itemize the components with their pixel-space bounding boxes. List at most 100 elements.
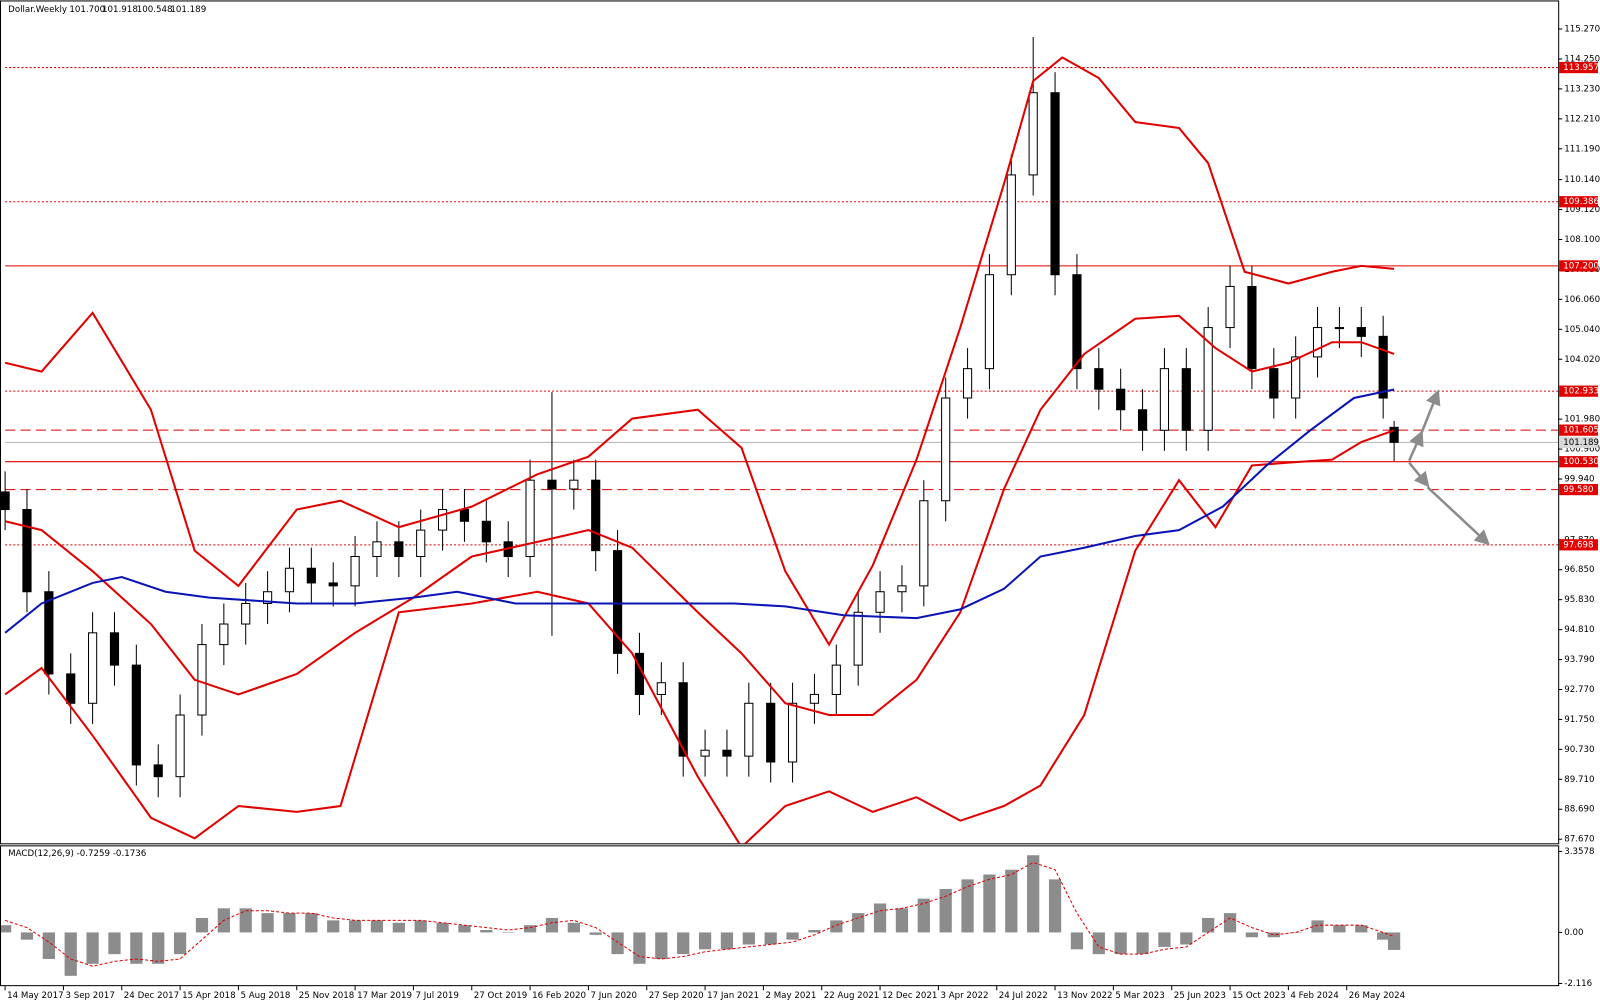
level-tag [1559, 61, 1598, 74]
macd-bar [1267, 932, 1280, 938]
x-tick-label: 12 Dec 2021 [882, 991, 937, 1001]
macd-bar [720, 932, 734, 950]
macd-bar [545, 917, 559, 933]
level-tag [1559, 539, 1598, 551]
x-tick-label: 4 Feb 2024 [1290, 991, 1339, 1001]
candle-body [1334, 327, 1345, 330]
arrow-up [1408, 430, 1424, 462]
y-tick-label: 112.210 [1564, 114, 1600, 124]
y-tick-label: 96.850 [1564, 565, 1594, 575]
macd-bar [108, 932, 121, 955]
candle-body [984, 274, 995, 370]
candle-body [109, 632, 120, 666]
macd-bar [173, 932, 187, 955]
candle-body [372, 541, 382, 558]
macd-bar [42, 932, 55, 959]
x-tick-label: 14 May 2017 [7, 991, 63, 1001]
main-panel [0, 0, 1560, 845]
macd-bar [348, 920, 362, 933]
macd-bar [1355, 925, 1368, 933]
macd-bar [895, 908, 909, 933]
level-tag [1559, 483, 1598, 496]
candle-body [306, 567, 316, 584]
candle-body [656, 682, 666, 695]
candle-body [416, 529, 426, 558]
candle-body [459, 509, 470, 522]
y-tick-label: 115.270 [1564, 25, 1600, 35]
macd-bar [567, 922, 580, 933]
overlay-line [4, 56, 1395, 647]
candle-body [22, 509, 32, 593]
x-tick-label: 17 Mar 2019 [357, 991, 412, 1001]
macd-bar [1092, 932, 1105, 955]
candle-body [1389, 426, 1399, 443]
x-tick-label: 15 Apr 2018 [182, 991, 236, 1001]
candle-body [766, 702, 776, 763]
candle-body [1269, 368, 1279, 399]
x-tick-label: 22 Aug 2021 [824, 991, 879, 1001]
x-tick-label: 25 Jun 2023 [1174, 991, 1226, 1001]
last-price-label: 101.189 [1563, 438, 1599, 448]
x-tick-label: 17 Jan 2021 [707, 991, 759, 1001]
candle-body [744, 702, 754, 757]
macd-signal [4, 861, 1395, 967]
macd-title: MACD(12,26,9) -0.7259 -0.1736 [8, 849, 146, 859]
arrow-up [1420, 389, 1441, 434]
macd-bar [589, 932, 602, 935]
candle-body [1378, 335, 1388, 399]
candle-body [219, 623, 229, 646]
macd-bar [983, 874, 996, 933]
candle-body [88, 632, 98, 704]
x-tick-label: 2 May 2021 [765, 991, 816, 1001]
level-tag-label: 97.698 [1563, 540, 1593, 550]
y-tick-label: 108.100 [1564, 235, 1600, 245]
x-tick-label: 24 Dec 2017 [124, 991, 179, 1001]
x-tick-label: 25 Nov 2018 [299, 991, 354, 1001]
macd-bar [808, 930, 821, 933]
macd-bar [1048, 879, 1062, 933]
macd-bar [1333, 925, 1346, 933]
candle-body [1203, 327, 1213, 431]
overlay-line [4, 314, 1395, 717]
y-tick-label: 104.020 [1564, 355, 1600, 365]
candle-body [262, 591, 273, 604]
macd-bar [1114, 932, 1127, 955]
candles [1, 36, 1399, 798]
level-tag-label: 109.386 [1563, 197, 1599, 207]
macd-bar [873, 903, 887, 933]
candle-body [831, 664, 841, 695]
candle-body [722, 749, 732, 757]
level-tag [1559, 260, 1598, 272]
macd-bar [1027, 855, 1040, 933]
macd-bar [917, 898, 930, 933]
y-tick-label: 90.730 [1564, 745, 1594, 755]
y-tick-label: 94.810 [1564, 625, 1594, 635]
macd-bar [436, 922, 449, 933]
x-tick-label: 3 Sep 2017 [65, 991, 114, 1001]
macd-bar [130, 932, 143, 964]
candle-body [569, 479, 579, 490]
macd-bar [1005, 869, 1018, 933]
macd-bar [1180, 932, 1193, 945]
macd-bar [195, 917, 209, 933]
y-tick-label: 89.710 [1564, 775, 1594, 785]
y-tick-label: -2.116 [1564, 979, 1592, 989]
candle-body [1291, 356, 1301, 399]
macd-bar [239, 908, 252, 933]
y-tick-label: 93.790 [1564, 655, 1594, 665]
macd-bar [786, 932, 799, 940]
y-tick-label: 114.250 [1564, 54, 1600, 64]
y-tick-label: 110.140 [1564, 175, 1600, 185]
candle-body [875, 591, 885, 613]
y-tick-label: 91.750 [1564, 715, 1594, 725]
macd-bar [677, 932, 690, 955]
y-tick-label: 88.690 [1564, 805, 1594, 815]
x-tick-label: 27 Sep 2020 [649, 991, 704, 1001]
macd-bar [1311, 920, 1324, 933]
candle-body [1137, 409, 1148, 431]
macd-bar [414, 920, 427, 933]
overlays [4, 56, 1395, 844]
macd-bar [1070, 932, 1084, 950]
x-tick-label: 3 Apr 2022 [940, 991, 988, 1001]
candle-body [1247, 285, 1257, 370]
